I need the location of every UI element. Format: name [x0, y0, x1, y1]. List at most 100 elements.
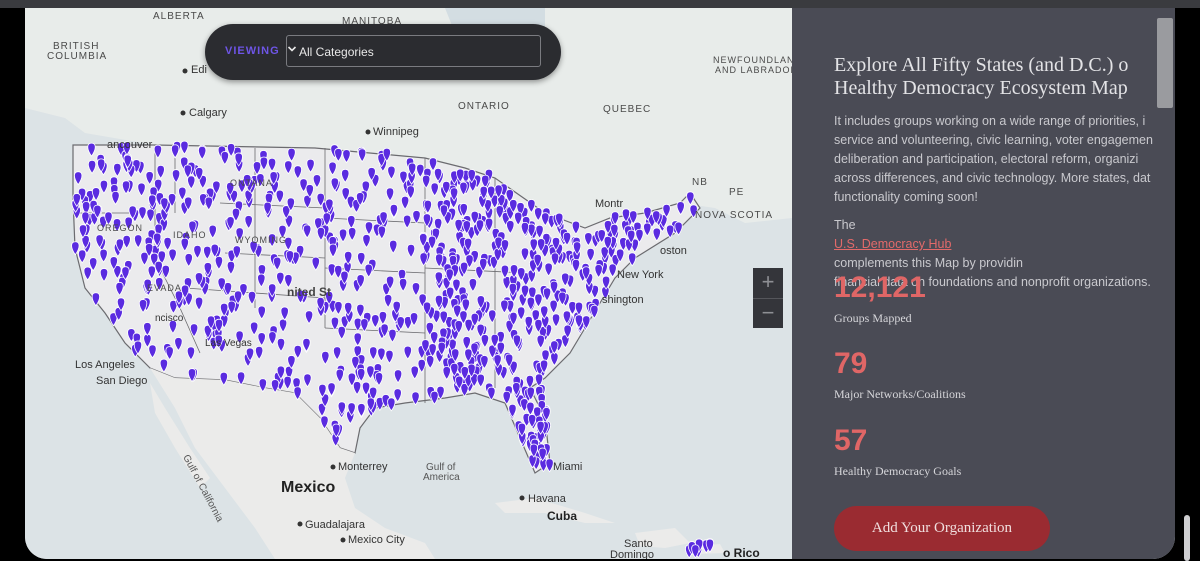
map-pin-icon[interactable] — [439, 310, 448, 325]
map-pin-icon[interactable] — [378, 311, 388, 326]
map-pin-icon[interactable] — [257, 273, 266, 288]
map-pin-icon[interactable] — [459, 310, 468, 325]
map-pin-icon[interactable] — [392, 300, 401, 315]
map-pin-icon[interactable] — [561, 272, 570, 287]
map-pin-icon[interactable] — [540, 305, 549, 320]
map-pin-icon[interactable] — [369, 346, 378, 361]
map-pin-icon[interactable] — [508, 403, 517, 418]
map-pin-icon[interactable] — [385, 349, 394, 364]
map-pin-icon[interactable] — [537, 238, 546, 253]
map-pin-icon[interactable] — [464, 318, 473, 333]
map-pin-icon[interactable] — [463, 237, 473, 252]
map-pin-icon[interactable] — [662, 203, 671, 218]
map-pin-icon[interactable] — [235, 227, 244, 242]
map-pin-icon[interactable] — [259, 156, 269, 171]
map-pin-icon[interactable] — [571, 220, 581, 235]
map-pin-icon[interactable] — [257, 305, 266, 320]
map-pin-icon[interactable] — [145, 171, 154, 186]
map-pin-icon[interactable] — [91, 187, 101, 202]
map-pin-icon[interactable] — [582, 315, 591, 330]
map-pin-icon[interactable] — [479, 185, 488, 200]
map-pin-icon[interactable] — [284, 274, 293, 289]
map-pin-icon[interactable] — [385, 275, 395, 290]
map-pin-icon[interactable] — [95, 234, 104, 249]
map-pin-icon[interactable] — [227, 300, 236, 315]
map-pin-icon[interactable] — [435, 253, 444, 268]
map-pin-icon[interactable] — [306, 158, 315, 173]
map-pin-icon[interactable] — [134, 234, 143, 249]
map-pin-icon[interactable] — [278, 318, 288, 333]
map-pin-icon[interactable] — [544, 262, 553, 277]
map-pin-icon[interactable] — [590, 304, 599, 319]
map-pin-icon[interactable] — [347, 402, 356, 417]
map-pin-icon[interactable] — [462, 336, 471, 351]
map-pin-icon[interactable] — [549, 280, 559, 295]
map-pin-icon[interactable] — [81, 201, 91, 216]
map-pin-icon[interactable] — [344, 301, 353, 317]
map-pin-icon[interactable] — [342, 149, 351, 164]
map-pin-icon[interactable] — [330, 316, 340, 331]
map-pin-icon[interactable] — [303, 194, 312, 209]
map-pin-icon[interactable] — [109, 312, 118, 327]
map-pin-icon[interactable] — [335, 368, 344, 383]
map-pin-icon[interactable] — [332, 423, 341, 438]
map-pin-icon[interactable] — [562, 231, 572, 246]
map-pin-icon[interactable] — [490, 333, 499, 348]
map-pin-icon[interactable] — [455, 375, 464, 390]
map-pin-icon[interactable] — [475, 265, 484, 280]
map-pin-icon[interactable] — [377, 347, 386, 362]
map-pin-icon[interactable] — [340, 270, 349, 285]
map-pin-icon[interactable] — [330, 177, 339, 192]
map-pin-icon[interactable] — [430, 182, 439, 197]
map-pin-icon[interactable] — [198, 174, 207, 190]
map-pin-icon[interactable] — [169, 299, 178, 315]
map-pin-icon[interactable] — [194, 272, 204, 287]
map-pin-icon[interactable] — [396, 316, 405, 331]
map-pin-icon[interactable] — [586, 248, 595, 263]
map-pin-icon[interactable] — [321, 351, 330, 366]
map-pin-icon[interactable] — [226, 260, 236, 276]
map-pin-icon[interactable] — [137, 182, 146, 197]
map-pin-icon[interactable] — [527, 199, 536, 214]
map-pin-icon[interactable] — [316, 192, 325, 207]
map-pin-icon[interactable] — [542, 287, 552, 302]
map-area[interactable]: ALBERTA MANITOBA BRITISH COLUMBIA Edi Ca… — [25, 8, 792, 559]
map-pin-icon[interactable] — [555, 212, 564, 227]
map-pin-icon[interactable] — [439, 204, 449, 219]
map-pin-icon[interactable] — [535, 224, 544, 239]
map-pin-icon[interactable] — [74, 171, 83, 186]
map-pin-icon[interactable] — [489, 255, 499, 271]
map-pin-icon[interactable] — [247, 290, 257, 306]
map-pin-icon[interactable] — [284, 236, 293, 251]
map-pin-icon[interactable] — [476, 373, 485, 388]
map-pin-icon[interactable] — [512, 334, 522, 349]
map-pin-icon[interactable] — [480, 355, 489, 370]
map-pin-icon[interactable] — [275, 189, 284, 204]
map-pin-icon[interactable] — [428, 343, 437, 358]
map-pin-icon[interactable] — [509, 311, 518, 326]
map-pin-icon[interactable] — [83, 266, 92, 281]
map-pin-icon[interactable] — [545, 458, 554, 473]
map-pin-icon[interactable] — [509, 199, 518, 214]
map-pin-icon[interactable] — [268, 331, 277, 346]
map-pin-icon[interactable] — [133, 340, 143, 355]
map-pin-icon[interactable] — [244, 215, 253, 230]
map-pin-icon[interactable] — [89, 257, 98, 272]
map-pin-icon[interactable] — [219, 302, 229, 317]
map-pin-icon[interactable] — [541, 212, 550, 227]
map-pin-icon[interactable] — [597, 229, 606, 244]
map-pin-icon[interactable] — [357, 403, 366, 418]
map-pin-icon[interactable] — [293, 165, 302, 180]
map-pin-icon[interactable] — [184, 196, 193, 211]
map-pin-icon[interactable] — [462, 220, 471, 235]
map-pin-icon[interactable] — [445, 268, 454, 283]
map-pin-icon[interactable] — [99, 179, 109, 194]
map-pin-icon[interactable] — [93, 204, 102, 219]
map-pin-icon[interactable] — [322, 212, 331, 227]
map-pin-icon[interactable] — [147, 265, 156, 280]
map-pin-icon[interactable] — [367, 167, 376, 182]
map-pin-icon[interactable] — [539, 359, 549, 374]
map-pin-icon[interactable] — [526, 296, 535, 311]
map-pin-icon[interactable] — [220, 151, 229, 166]
map-pin-icon[interactable] — [146, 208, 155, 223]
